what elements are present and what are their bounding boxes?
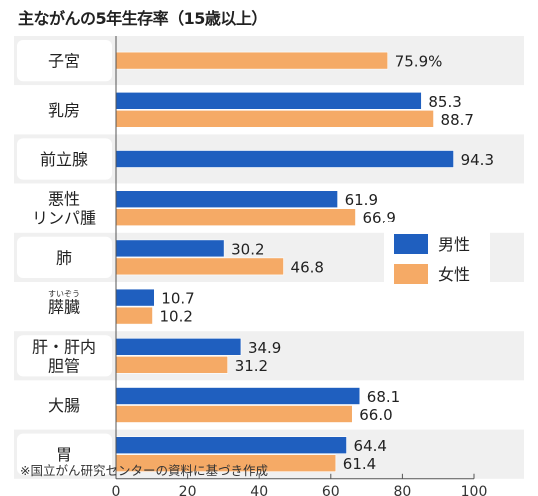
x-tick-label: 20 bbox=[179, 484, 197, 496]
legend-swatch bbox=[394, 264, 428, 284]
x-tick-label: 60 bbox=[322, 484, 340, 496]
data-label: 10.7 bbox=[161, 290, 194, 308]
bar-male bbox=[115, 337, 242, 356]
category-label: 前立腺 bbox=[40, 150, 88, 169]
category-label: 大腸 bbox=[48, 396, 80, 415]
x-tick-label: 80 bbox=[393, 484, 411, 496]
data-label: 10.2 bbox=[160, 308, 193, 326]
category-ruby: すいぞう bbox=[48, 290, 80, 299]
bar-male bbox=[115, 150, 454, 168]
legend-label: 男性 bbox=[438, 235, 470, 254]
category-label-box bbox=[17, 89, 112, 131]
category-label-box bbox=[17, 236, 112, 278]
data-label: 46.8 bbox=[291, 258, 324, 276]
bar-male bbox=[115, 288, 155, 307]
category-label: 悪性 bbox=[48, 190, 80, 209]
data-label: 85.3 bbox=[428, 93, 461, 111]
data-label: 30.2 bbox=[231, 240, 264, 258]
data-label: 88.7 bbox=[441, 111, 474, 129]
data-label: 61.4 bbox=[343, 455, 376, 473]
x-tick-label: 0 bbox=[112, 484, 121, 496]
bar-female bbox=[115, 51, 389, 70]
legend-box bbox=[384, 222, 490, 296]
category-label: 膵臓 bbox=[48, 298, 80, 317]
data-label: 94.3 bbox=[461, 151, 494, 169]
category-label: 胆管 bbox=[48, 356, 80, 375]
category-label: 胃 bbox=[56, 445, 72, 464]
bar-female bbox=[115, 208, 356, 226]
category-label: 乳房 bbox=[48, 101, 80, 120]
data-label: 66.0 bbox=[359, 406, 392, 424]
bar-female bbox=[115, 355, 228, 374]
category-label-box bbox=[17, 138, 112, 180]
bar-female bbox=[115, 306, 153, 325]
data-label: 31.2 bbox=[235, 357, 268, 375]
data-label: 34.9 bbox=[248, 339, 281, 357]
legend-label: 女性 bbox=[438, 265, 470, 284]
bar-female bbox=[115, 405, 353, 423]
bar-male bbox=[115, 92, 422, 110]
category-label: リンパ腫 bbox=[32, 209, 96, 228]
bar-male bbox=[115, 239, 225, 258]
legend-swatch bbox=[394, 234, 428, 254]
data-label: 61.9 bbox=[345, 191, 378, 209]
category-label: 肝・肝内 bbox=[32, 337, 96, 356]
x-tick-label: 100 bbox=[461, 484, 488, 496]
category-label-box bbox=[17, 286, 112, 328]
data-label: 75.9% bbox=[395, 53, 443, 71]
bar-female bbox=[115, 257, 284, 276]
bar-male bbox=[115, 190, 338, 208]
source-note: ※国立がん研究センターの資料に基づき作成 bbox=[20, 463, 268, 478]
bar-male bbox=[115, 387, 361, 405]
category-label: 肺 bbox=[56, 248, 72, 267]
category-label-box bbox=[17, 335, 112, 377]
data-label: 68.1 bbox=[367, 388, 400, 406]
category-label-box bbox=[17, 384, 112, 426]
category-label-box bbox=[17, 187, 112, 229]
category-label-box bbox=[17, 433, 112, 475]
category-label-box bbox=[17, 40, 112, 82]
chart-title: 主ながんの5年生存率（15歳以上） bbox=[18, 9, 267, 28]
bar-female bbox=[115, 110, 434, 128]
data-label: 64.4 bbox=[354, 437, 387, 455]
category-label: 子宮 bbox=[48, 52, 80, 71]
x-tick-label: 40 bbox=[250, 484, 268, 496]
bar-male bbox=[115, 436, 347, 455]
